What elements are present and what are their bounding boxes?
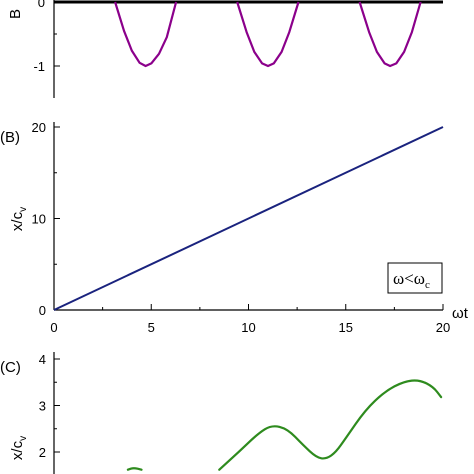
panel-a: 0 -1 — [33, 0, 443, 98]
panel-b: 0 5 10 15 20 0 10 20 — [32, 120, 451, 335]
panel-c-label: (C) — [0, 359, 21, 376]
annotation-box — [387, 262, 443, 294]
panel-b-ylabel-sub: v — [18, 207, 29, 212]
panel-b-ylabel-main: x/c — [9, 211, 26, 231]
panel-b-xtick-label: 0 — [50, 320, 57, 335]
panel-a-series-line — [114, 1, 178, 68]
panel-b-ylabel: x/cv — [9, 207, 29, 231]
panel-b-xlabel: ωt — [452, 305, 469, 322]
panel-b-ytick-label: 0 — [39, 303, 46, 318]
panel-a-series-line — [236, 1, 300, 68]
panel-c-series-line — [218, 379, 443, 471]
panel-b-ytick-label: 20 — [32, 120, 46, 135]
panel-b-xtick-label: 5 — [148, 320, 155, 335]
annotation-text: ω<ωc — [393, 269, 430, 291]
panel-b-xtick-label: 10 — [241, 320, 255, 335]
panel-a-ylabel: B — [7, 9, 24, 19]
panel-b-xtick-label: 15 — [339, 320, 353, 335]
panel-c-series-line — [126, 467, 143, 471]
panel-c-ylabel-sub: v — [18, 436, 29, 441]
panel-c-ytick-label: 2 — [39, 445, 46, 460]
panel-c: 2 3 4 — [39, 352, 443, 474]
panel-a-ytick-label: 0 — [38, 0, 45, 10]
panel-b-ytick-label: 10 — [32, 212, 46, 227]
panel-a-ytick-label: -1 — [33, 59, 45, 74]
panel-a-series-line — [358, 1, 422, 68]
panel-c-ylabel-main: x/c — [9, 440, 26, 460]
panel-c-ylabel: x/cv — [9, 436, 29, 460]
annotation-main: ω<ω — [393, 269, 425, 288]
panel-b-series-line — [53, 126, 444, 311]
panel-c-ytick-label: 4 — [39, 352, 46, 367]
panel-c-ytick-label: 3 — [39, 399, 46, 414]
panel-b-xtick-label: 20 — [436, 320, 450, 335]
annotation-sub: c — [425, 279, 430, 291]
panel-b-label: (B) — [0, 129, 20, 146]
